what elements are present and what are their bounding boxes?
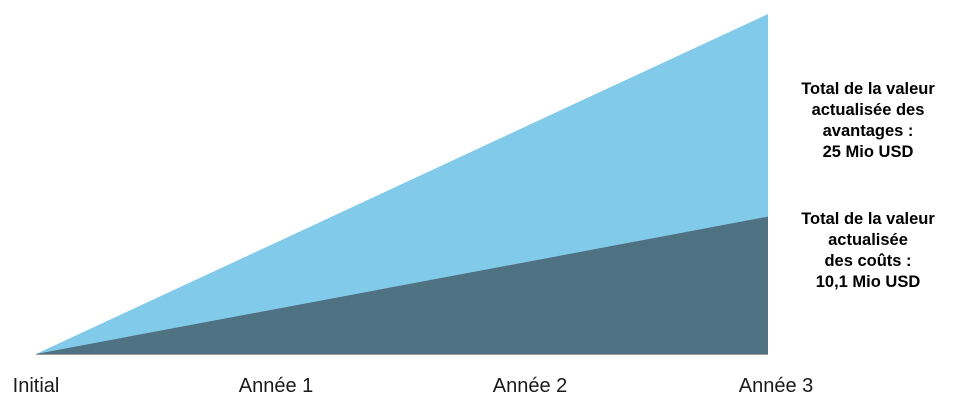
x-tick-label: Année 2 [493, 375, 568, 397]
benefits-annotation: Total de la valeur actualisée des avanta… [770, 79, 966, 163]
costs-annotation: Total de la valeur actualisée des coûts … [770, 209, 966, 293]
benefits-annotation-value: 25 Mio USD [822, 143, 914, 161]
x-tick-label: Année 1 [239, 375, 314, 397]
costs-area [36, 216, 768, 354]
benefits-annotation-line: avantages : [822, 122, 914, 140]
x-tick-label: Initial [13, 375, 60, 397]
costs-annotation-line: Total de la valeur [801, 210, 935, 228]
costs-annotation-value: 10,1 Mio USD [815, 273, 921, 291]
benefits-annotation-line: Total de la valeur [801, 80, 935, 98]
x-axis-tick-labels: Initial Année 1 Année 2 Année 3 [13, 375, 814, 397]
chart-areas [36, 14, 768, 355]
costs-annotation-line: actualisée [828, 231, 908, 249]
costs-annotation-line: des coûts : [824, 252, 912, 270]
x-tick-label: Année 3 [739, 375, 814, 397]
benefits-annotation-line: actualisée des [811, 101, 925, 119]
